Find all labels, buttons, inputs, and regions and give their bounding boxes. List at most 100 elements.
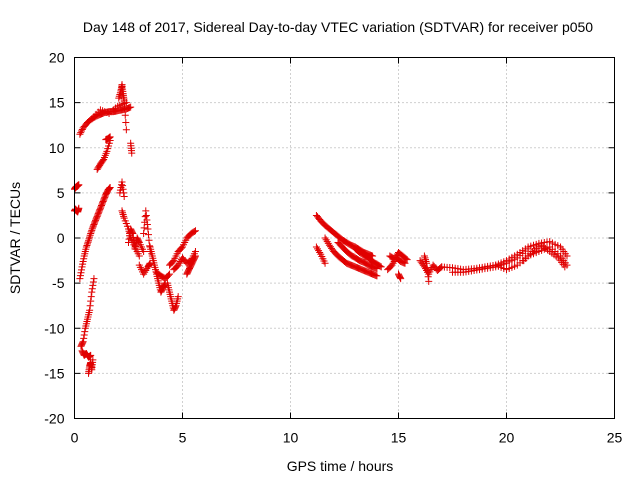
y-tick-label: -20	[44, 411, 64, 427]
data-point	[563, 252, 571, 260]
data-point	[87, 297, 95, 305]
data-point	[140, 229, 148, 237]
data-point	[80, 334, 88, 342]
data-point	[144, 225, 152, 233]
data-point	[119, 182, 127, 190]
data-point	[129, 229, 137, 237]
data-point	[135, 252, 143, 260]
data-point	[314, 245, 321, 253]
data-point	[81, 328, 89, 336]
data-point	[423, 259, 431, 267]
data-point	[87, 228, 95, 236]
data-point	[174, 293, 182, 301]
data-point	[321, 259, 329, 267]
data-point	[83, 241, 91, 249]
data-point	[86, 231, 94, 239]
chart-title: Day 148 of 2017, Sidereal Day-to-day VTE…	[83, 19, 593, 35]
data-point	[143, 220, 151, 228]
data-point	[87, 351, 95, 359]
data-point	[128, 149, 136, 157]
data-point	[190, 227, 198, 235]
data-point	[121, 104, 129, 112]
data-point	[83, 240, 91, 248]
data-point	[312, 243, 320, 251]
data-point	[77, 129, 85, 137]
data-point	[142, 211, 150, 219]
x-tick-label: 15	[391, 430, 407, 446]
data-point	[90, 275, 98, 283]
data-point	[142, 207, 150, 215]
data-point	[424, 273, 432, 281]
data-point	[191, 253, 199, 261]
data-point	[420, 252, 428, 260]
data-point	[174, 261, 182, 269]
data-point	[422, 265, 429, 273]
data-point	[87, 229, 95, 237]
data-point	[76, 272, 84, 280]
data-point	[86, 306, 94, 314]
data-point	[388, 261, 396, 269]
grid-lines	[74, 57, 615, 419]
data-point	[191, 252, 199, 260]
data-point	[125, 235, 133, 243]
data-point	[397, 275, 405, 283]
x-tick-label: 5	[179, 430, 187, 446]
data-point	[89, 278, 97, 286]
x-tick-label: 25	[607, 430, 623, 446]
data-point	[423, 264, 431, 272]
data-point	[119, 209, 127, 217]
data-point	[141, 213, 149, 221]
data-point	[88, 226, 96, 234]
data-point	[376, 262, 384, 270]
data-point	[120, 97, 128, 105]
data-point	[106, 133, 114, 141]
data-point	[120, 189, 128, 197]
data-point	[77, 269, 85, 277]
data-point	[82, 243, 90, 251]
data-point	[79, 339, 87, 347]
data-point	[130, 241, 138, 249]
data-point	[402, 255, 410, 263]
x-tick-label: 10	[283, 430, 299, 446]
data-point	[561, 263, 569, 271]
data-point	[403, 256, 411, 264]
data-point	[116, 91, 124, 99]
data-point	[84, 238, 92, 246]
data-point	[129, 233, 137, 241]
data-point	[316, 248, 324, 256]
data-point	[141, 268, 149, 276]
data-point	[323, 238, 331, 246]
data-point	[135, 237, 143, 245]
y-tick-label: 15	[49, 95, 65, 111]
data-point	[166, 270, 174, 278]
data-point	[140, 248, 148, 256]
data-point	[85, 235, 93, 243]
x-axis-label: GPS time / hours	[287, 458, 394, 474]
data-point	[127, 103, 135, 111]
data-point	[75, 181, 83, 189]
data-point	[88, 225, 96, 233]
y-tick-label: -10	[44, 320, 64, 336]
y-tick-label: 10	[49, 140, 65, 156]
data-point	[524, 245, 532, 253]
data-point	[105, 185, 113, 193]
data-point	[121, 111, 129, 119]
data-point	[437, 264, 445, 272]
data-point	[424, 268, 432, 276]
data-point	[76, 130, 84, 138]
data-point	[322, 236, 330, 244]
y-tick-label: 0	[57, 230, 65, 246]
data-point	[76, 275, 84, 283]
data-point	[88, 285, 96, 293]
y-tick-label: -5	[52, 275, 65, 291]
data-point	[144, 231, 152, 239]
data-point	[145, 236, 153, 244]
data-point	[78, 266, 86, 274]
data-point	[175, 259, 183, 267]
data-point	[143, 216, 151, 224]
data-point	[115, 92, 123, 100]
data-point	[89, 356, 97, 364]
data-point	[125, 239, 132, 247]
data-point	[128, 228, 136, 236]
